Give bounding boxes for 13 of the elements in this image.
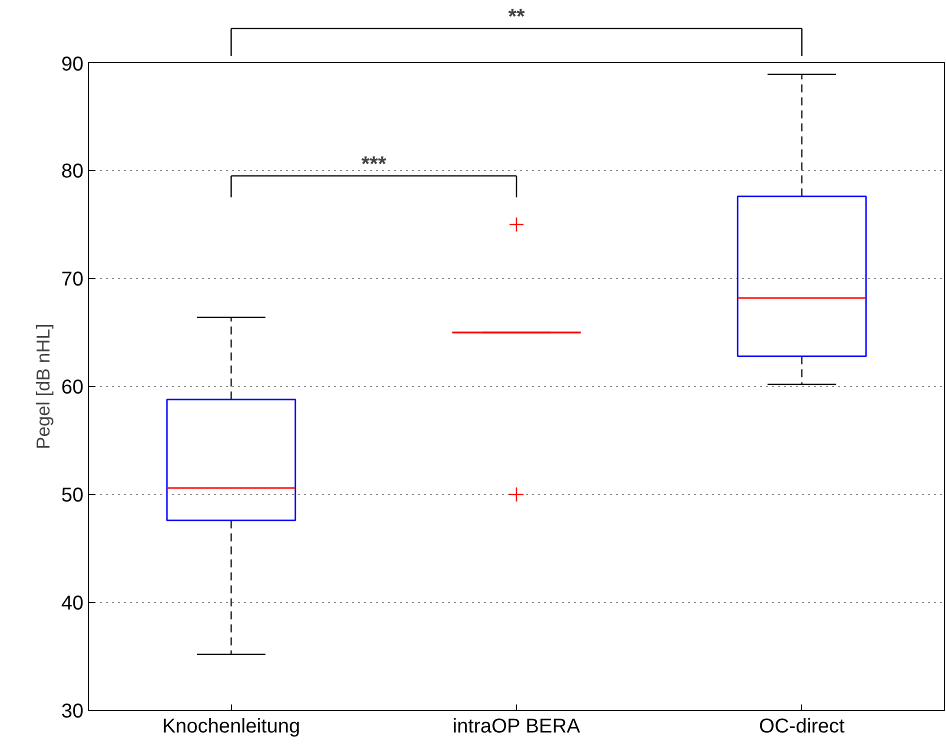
y-tick-label: 80 [61, 160, 84, 182]
y-axis-title: Pegel [dB nHL] [32, 324, 54, 450]
y-tick-label: 70 [61, 268, 84, 290]
text: ** [508, 4, 526, 28]
x-tick-label: Knochenleitung [162, 716, 300, 738]
y-tick-label: 30 [61, 700, 84, 722]
y-tick-label: 90 [61, 54, 84, 76]
x-tick-label: OC-direct [759, 716, 846, 738]
y-tick-label: 60 [61, 376, 84, 398]
y-tick-label: 40 [61, 592, 84, 614]
annotation: *** [361, 152, 387, 176]
x-tick-label: intraOP BERA [452, 716, 581, 738]
y-tick-label: 50 [61, 484, 84, 506]
